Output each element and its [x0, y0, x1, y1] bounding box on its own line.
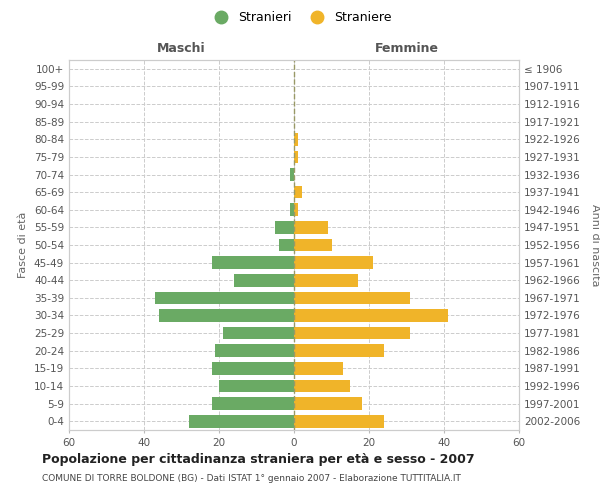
Y-axis label: Anni di nascita: Anni di nascita [590, 204, 600, 286]
Bar [159, 309, 294, 322]
Bar [155, 292, 294, 304]
Bar [223, 327, 294, 340]
Bar [294, 309, 448, 322]
Text: COMUNE DI TORRE BOLDONE (BG) - Dati ISTAT 1° gennaio 2007 - Elaborazione TUTTITA: COMUNE DI TORRE BOLDONE (BG) - Dati ISTA… [42, 474, 461, 483]
Text: Maschi: Maschi [157, 42, 206, 54]
Bar [294, 256, 373, 269]
Bar [212, 397, 294, 410]
Bar [234, 274, 294, 286]
Bar [294, 327, 410, 340]
Bar [279, 238, 294, 252]
Bar [294, 204, 298, 216]
Bar [290, 204, 294, 216]
Bar [294, 221, 328, 234]
Bar [294, 344, 384, 357]
Bar [212, 362, 294, 374]
Bar [294, 362, 343, 374]
Bar [212, 256, 294, 269]
Bar [275, 221, 294, 234]
Bar [290, 168, 294, 181]
Bar [294, 186, 302, 198]
Bar [294, 150, 298, 163]
Y-axis label: Fasce di età: Fasce di età [19, 212, 28, 278]
Bar [215, 344, 294, 357]
Bar [219, 380, 294, 392]
Bar [294, 397, 361, 410]
Bar [294, 415, 384, 428]
Text: Popolazione per cittadinanza straniera per età e sesso - 2007: Popolazione per cittadinanza straniera p… [42, 454, 475, 466]
Bar [189, 415, 294, 428]
Bar [294, 292, 410, 304]
Text: Femmine: Femmine [374, 42, 439, 54]
Bar [294, 380, 350, 392]
Legend: Stranieri, Straniere: Stranieri, Straniere [203, 6, 397, 29]
Bar [294, 274, 358, 286]
Bar [294, 133, 298, 145]
Bar [294, 238, 331, 252]
